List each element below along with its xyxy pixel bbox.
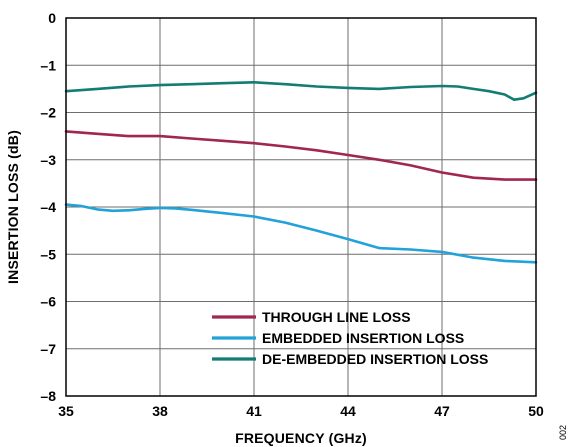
series-line-2	[64, 203, 538, 264]
x-tick-label: 50	[528, 403, 544, 419]
series-line-1	[64, 130, 538, 181]
x-tick-label: 47	[434, 403, 450, 419]
plot-area-border	[65, 17, 537, 397]
y-tick-label: –6	[40, 294, 56, 310]
y-tick-label: –1	[40, 57, 56, 73]
tick-labels: 35 38 41 44 47 50 0 –1 –2 –3 –4 –5 –6 –7 –8	[40, 10, 544, 419]
x-axis-title: FREQUENCY (GHz)	[235, 430, 367, 446]
y-tick-label: –3	[40, 152, 56, 168]
figure-id-label: 002	[558, 425, 568, 440]
legend: THROUGH LINE LOSS EMBEDDED INSERTION LOSS…	[212, 309, 488, 367]
x-tick-label: 41	[246, 403, 262, 419]
y-tick-label: 0	[48, 10, 56, 26]
x-tick-label: 44	[340, 403, 356, 419]
y-tick-label: –4	[40, 199, 56, 215]
series-lines	[64, 81, 538, 264]
legend-label: DE-EMBEDDED INSERTION LOSS	[262, 351, 488, 367]
series-line-3	[64, 81, 538, 101]
y-axis-title: INSERTION LOSS (dB)	[5, 130, 21, 284]
legend-label: THROUGH LINE LOSS	[262, 309, 411, 325]
y-tick-label: –8	[40, 388, 56, 404]
x-tick-label: 35	[58, 403, 74, 419]
y-tick-label: –5	[40, 246, 56, 262]
legend-label: EMBEDDED INSERTION LOSS	[262, 330, 464, 346]
y-tick-label: –7	[40, 341, 56, 357]
y-tick-label: –2	[40, 105, 56, 121]
grid-lines	[66, 18, 536, 396]
x-tick-label: 38	[152, 403, 168, 419]
